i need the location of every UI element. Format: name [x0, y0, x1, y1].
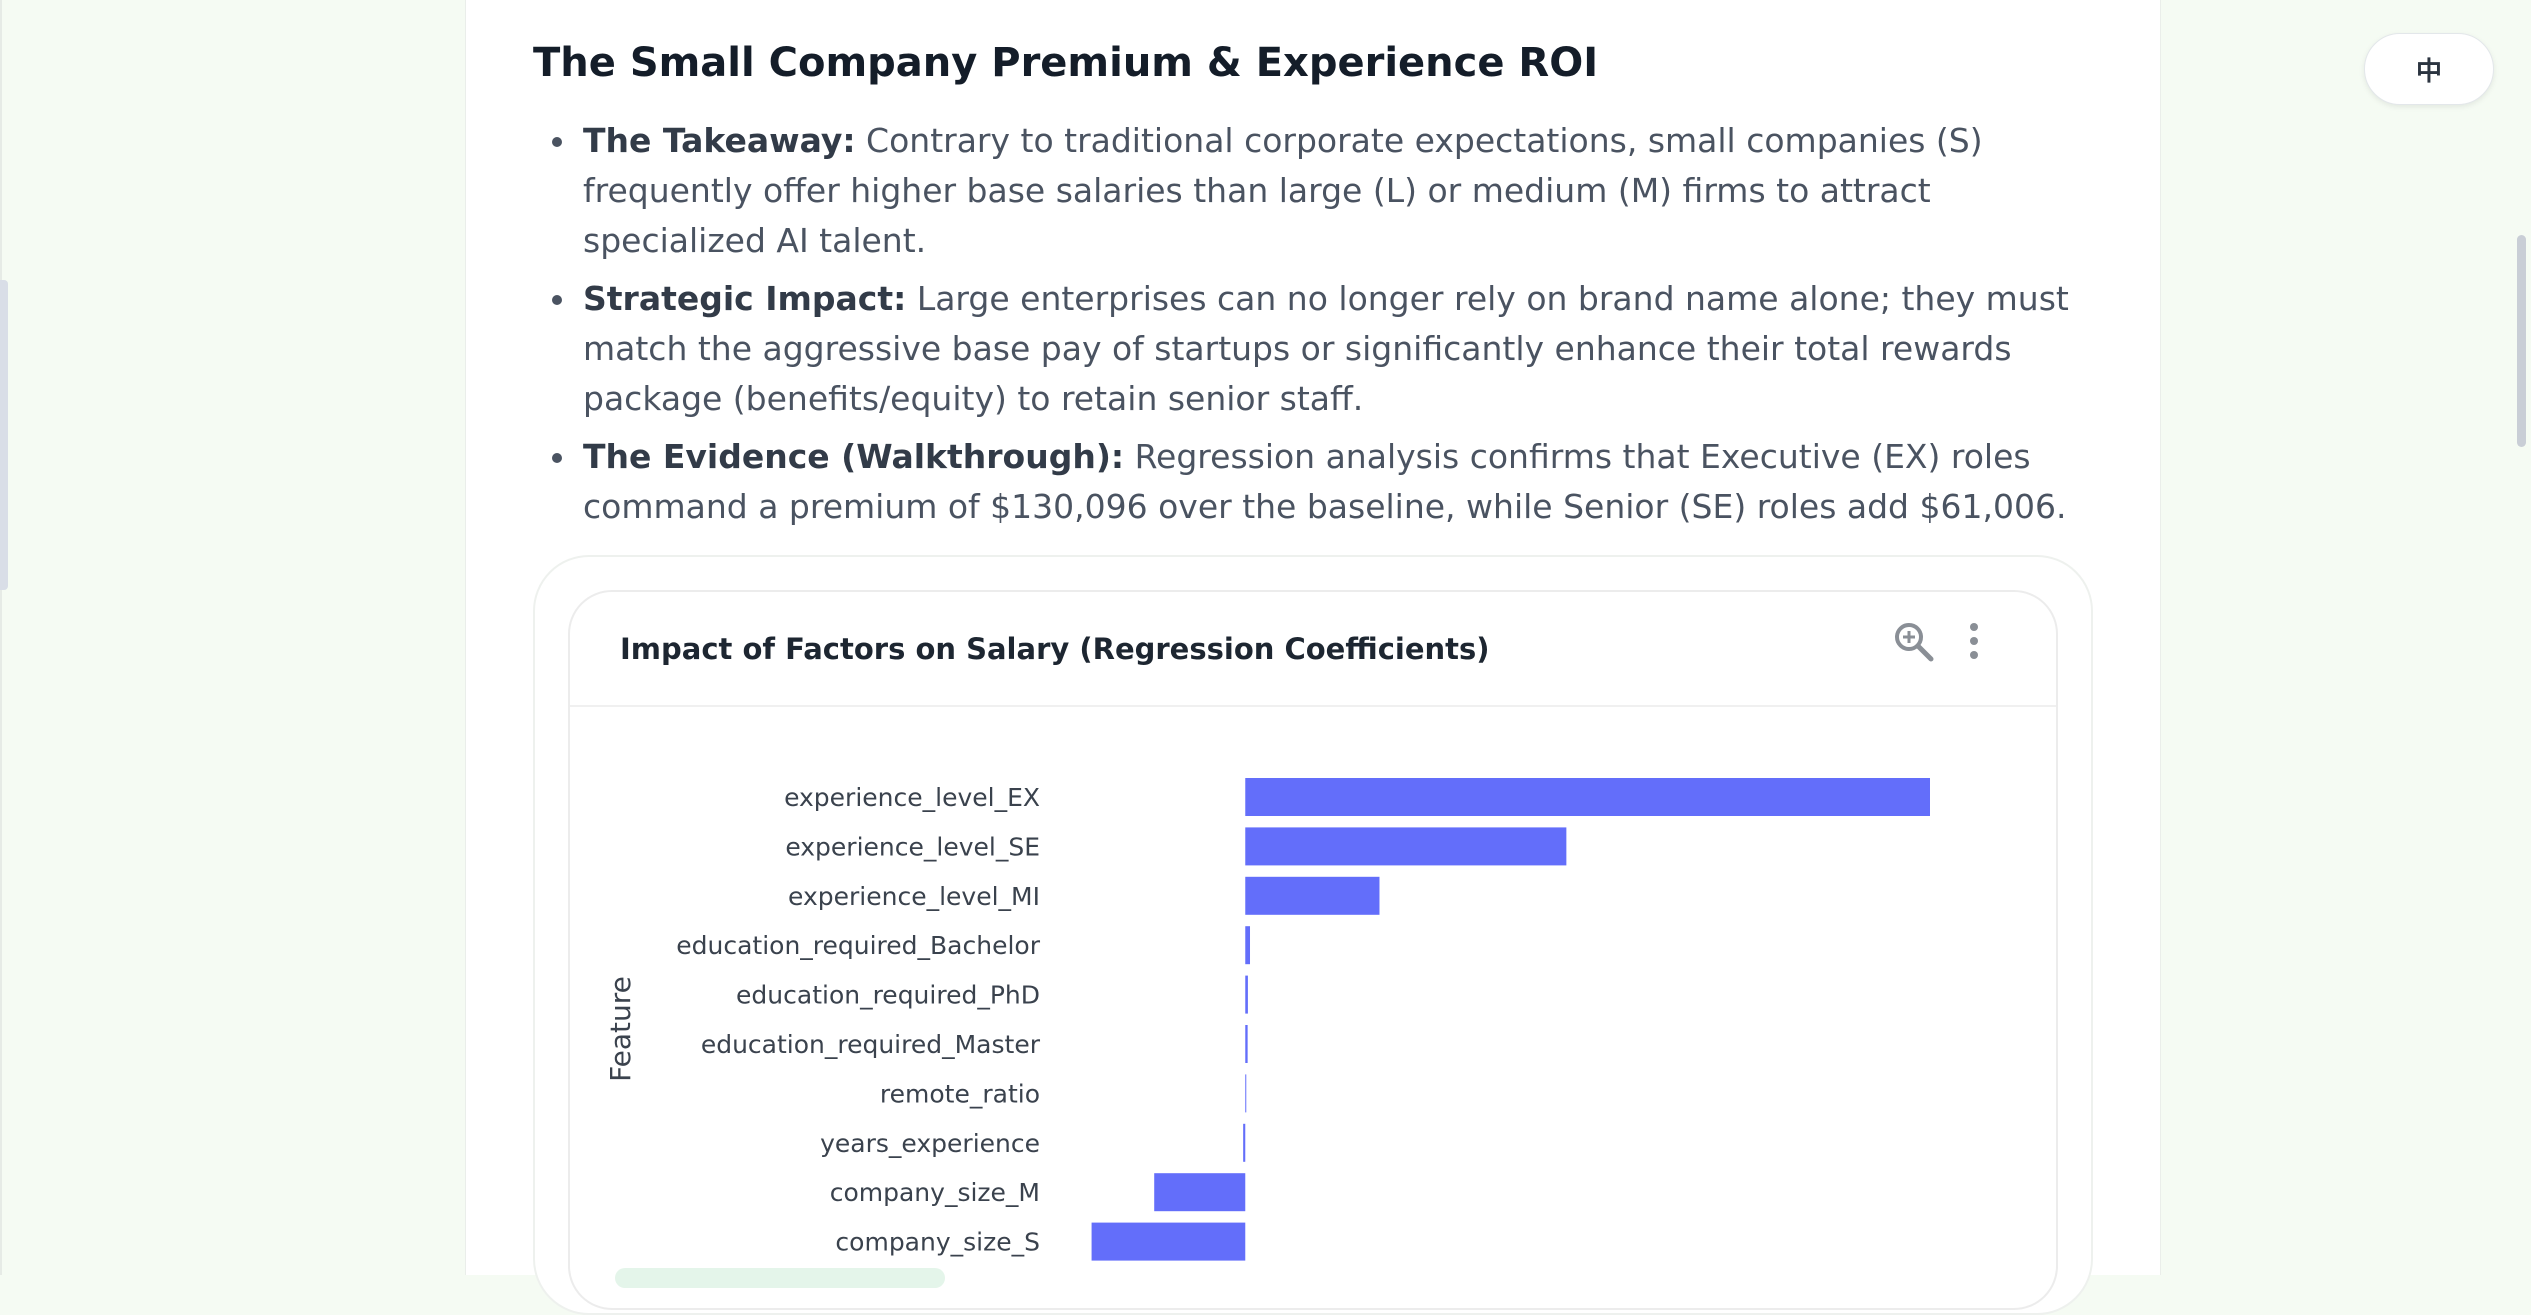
bottom-action-pill[interactable]: [615, 1268, 945, 1288]
bar-experience_level_EX[interactable]: [1245, 778, 1930, 816]
y-tick-label: experience_level_MI: [788, 882, 1040, 911]
y-tick-label: company_size_M: [830, 1178, 1040, 1207]
bar-remote_ratio[interactable]: [1245, 1074, 1247, 1113]
left-scroll-rail[interactable]: [0, 280, 8, 590]
y-tick-label: education_required_Master: [701, 1030, 1041, 1059]
bullet-text: Large enterprises can no longer rely on …: [583, 279, 2069, 418]
insight-bullet-list: The Takeaway: Contrary to traditional co…: [548, 116, 2110, 540]
left-edge-line: [0, 0, 2, 1275]
y-tick-label: remote_ratio: [880, 1079, 1040, 1108]
chart-title: Impact of Factors on Salary (Regression …: [620, 632, 1490, 666]
bullet-evidence: The Evidence (Walkthrough): Regression a…: [548, 432, 2110, 532]
chart-card: Impact of Factors on Salary (Regression …: [568, 590, 2058, 1310]
bar-company_size_S[interactable]: [1091, 1222, 1246, 1261]
bullet-lead: The Takeaway:: [583, 121, 856, 160]
bullet-strategic-impact: Strategic Impact: Large enterprises can …: [548, 274, 2110, 424]
bar-company_size_M[interactable]: [1154, 1173, 1246, 1212]
y-tick-label: experience_level_SE: [785, 832, 1040, 861]
chart-header: Impact of Factors on Salary (Regression …: [570, 592, 2056, 707]
bullet-text: Regression analysis confirms that Execut…: [583, 437, 2067, 526]
bar-experience_level_MI[interactable]: [1245, 876, 1380, 915]
y-tick-label: years_experience: [820, 1129, 1040, 1158]
y-tick-label: experience_level_EX: [784, 783, 1040, 812]
bullet-lead: Strategic Impact:: [583, 279, 907, 318]
zoom-in-icon[interactable]: [1892, 620, 1936, 664]
bar-experience_level_SE[interactable]: [1245, 827, 1567, 866]
bar-education_required_Master[interactable]: [1245, 1025, 1248, 1063]
bar-years_experience[interactable]: [1243, 1123, 1246, 1162]
bar-education_required_Bachelor[interactable]: [1245, 926, 1251, 965]
y-tick-label: education_required_Bachelor: [676, 931, 1040, 960]
bullet-takeaway: The Takeaway: Contrary to traditional co…: [548, 116, 2110, 266]
more-vertical-icon[interactable]: [1964, 620, 1984, 664]
y-axis-label: Feature: [604, 976, 637, 1082]
bar-chart-plot: Feature experience_level_EX experience_le…: [604, 778, 1930, 1261]
language-toggle-button[interactable]: 中: [2364, 33, 2494, 105]
bullet-lead: The Evidence (Walkthrough):: [583, 437, 1125, 476]
bullet-text: Contrary to traditional corporate expect…: [583, 121, 1983, 260]
bar-education_required_PhD[interactable]: [1245, 975, 1248, 1014]
page-scrollbar-thumb[interactable]: [2517, 235, 2526, 447]
y-tick-label: education_required_PhD: [736, 981, 1040, 1010]
y-tick-label: company_size_S: [835, 1228, 1040, 1257]
section-title: The Small Company Premium & Experience R…: [533, 40, 1599, 86]
